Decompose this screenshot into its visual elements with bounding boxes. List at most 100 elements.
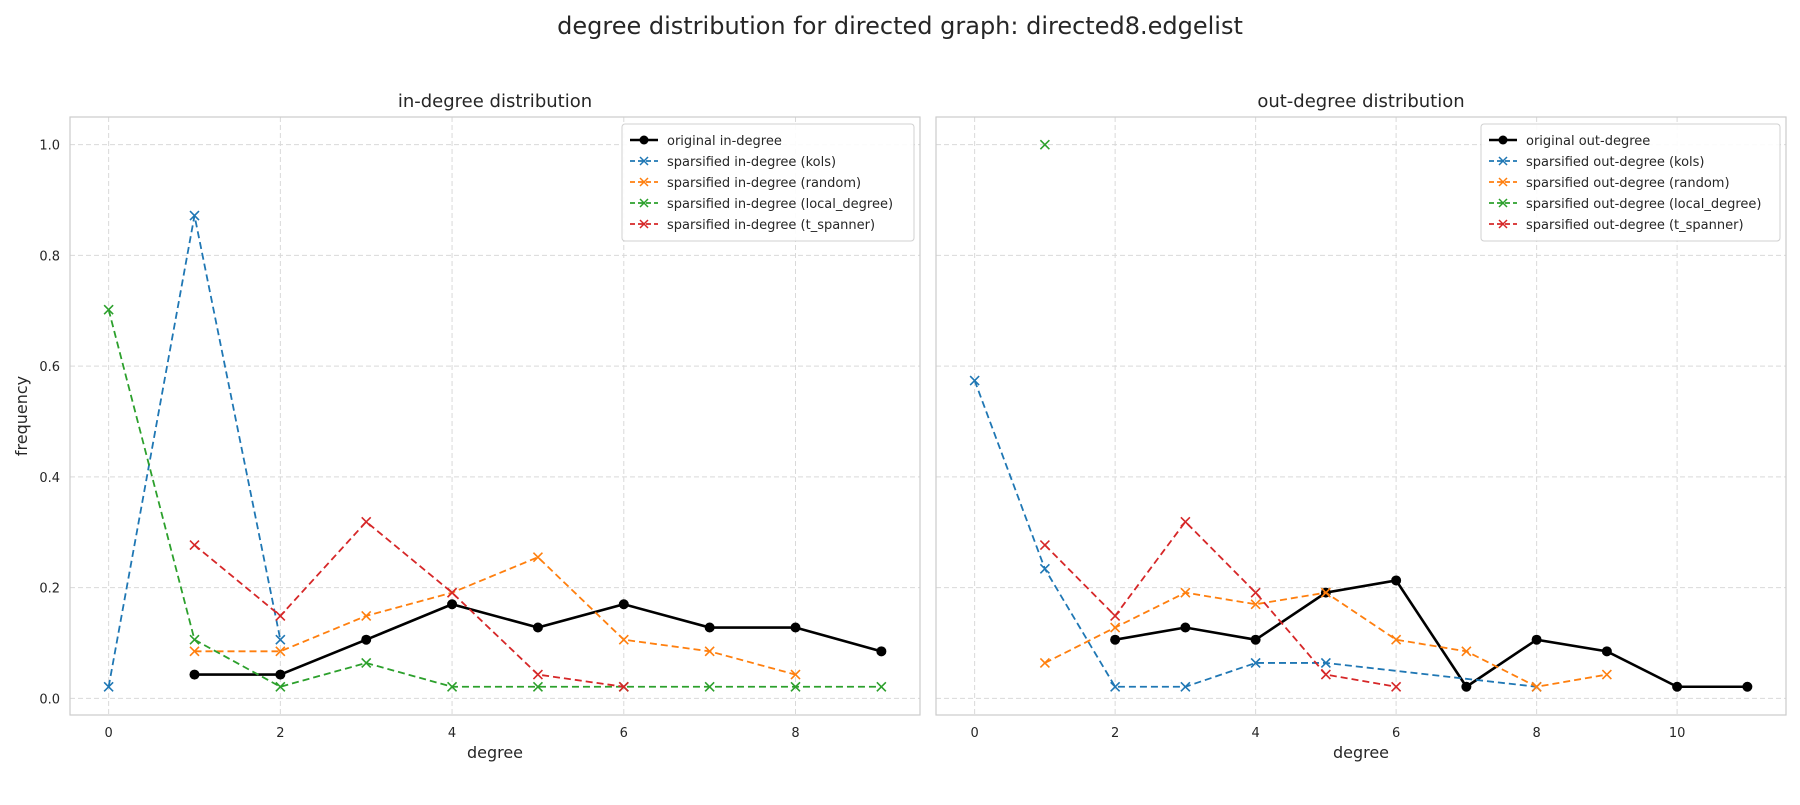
x-axis-label: degree <box>1333 743 1389 762</box>
legend-box <box>621 123 915 242</box>
series-line <box>1044 520 1397 688</box>
data-point <box>1039 563 1050 574</box>
legend-marker <box>1498 135 1508 145</box>
series-1 <box>103 210 286 692</box>
data-point <box>1391 681 1402 692</box>
data-point <box>1110 622 1121 633</box>
data-point <box>1180 587 1191 598</box>
data-point <box>1531 681 1542 692</box>
legend-label: sparsified in-degree (t_spanner) <box>667 218 875 233</box>
series-2 <box>1039 587 1612 692</box>
data-point <box>1320 669 1331 680</box>
data-point <box>1601 646 1612 657</box>
data-point <box>361 610 372 621</box>
data-point <box>532 669 543 680</box>
legend-box <box>1480 123 1781 242</box>
data-point <box>1672 681 1683 692</box>
series-line <box>194 602 882 676</box>
y-tick-label: 0.0 <box>39 692 60 707</box>
data-point <box>189 646 200 657</box>
plot-frame <box>69 116 921 716</box>
data-point <box>1742 681 1753 692</box>
data-point <box>1391 575 1402 586</box>
data-point <box>1601 669 1612 680</box>
y-tick-label: 0.6 <box>39 360 60 375</box>
data-point <box>1250 657 1261 669</box>
y-tick-label: 0.2 <box>39 582 60 597</box>
data-point <box>275 634 286 645</box>
data-point <box>969 375 980 386</box>
data-point <box>1110 610 1121 621</box>
data-point <box>103 681 114 692</box>
data-point <box>1320 587 1331 598</box>
series-line <box>1114 579 1748 689</box>
data-point <box>189 669 200 680</box>
legend-label: original in-degree <box>667 134 782 149</box>
chart-panel-in-degree: 0 2 4 6 8 0.0 0.2 0.4 0.6 0.8 1.0 in-degree distrib… <box>12 91 921 762</box>
series-line <box>107 215 282 687</box>
legend-marker <box>639 135 649 145</box>
data-point <box>189 210 200 221</box>
data-point <box>361 634 372 645</box>
data-point <box>704 622 715 633</box>
series-0 <box>189 599 887 680</box>
data-point <box>1250 599 1261 610</box>
data-point <box>618 681 629 692</box>
x-tick-label: 0 <box>104 726 112 741</box>
data-point <box>532 552 543 563</box>
data-point <box>189 634 200 645</box>
legend-marker <box>639 198 649 208</box>
data-point <box>532 622 543 633</box>
data-point <box>790 669 801 680</box>
data-point <box>103 304 114 315</box>
data-point <box>1391 634 1402 645</box>
data-point <box>1461 646 1472 657</box>
chart-panel-out-degree: 0 2 4 6 8 10 out-degree distribution degree orig… <box>935 91 1787 762</box>
data-point <box>1039 539 1050 551</box>
legend-marker <box>639 156 649 166</box>
legend: original out-degree sparsified out-degree… <box>1480 123 1781 242</box>
x-tick-label: 10 <box>1669 726 1686 741</box>
y-axis-label: frequency <box>12 376 31 456</box>
data-point <box>1320 657 1331 669</box>
x-tick-label: 4 <box>1251 726 1259 741</box>
series-line <box>194 556 796 676</box>
x-tick-label: 0 <box>970 726 978 741</box>
axes-title: in-degree distribution <box>398 91 592 112</box>
data-point <box>1039 139 1050 150</box>
data-point <box>1110 681 1121 692</box>
series-0 <box>1110 575 1753 692</box>
x-tick-label: 2 <box>276 726 284 741</box>
series-line <box>107 309 882 688</box>
data-point <box>1039 657 1050 669</box>
legend-label: original out-degree <box>1526 134 1650 149</box>
legend-label: sparsified in-degree (random) <box>667 176 861 191</box>
x-tick-label: 4 <box>448 726 456 741</box>
plot-frame <box>935 116 1787 716</box>
data-point <box>618 634 629 645</box>
figure-title: degree distribution for directed graph: … <box>557 12 1243 40</box>
legend-marker <box>1498 219 1508 229</box>
data-point <box>790 622 801 633</box>
x-tick-label: 6 <box>620 726 628 741</box>
data-point <box>275 681 286 692</box>
series-line <box>193 520 624 688</box>
data-point <box>704 681 715 692</box>
legend-label: sparsified in-degree (local_degree) <box>667 197 893 212</box>
legend: original in-degree sparsified in-degree (… <box>621 123 915 242</box>
legend-marker <box>1498 177 1508 187</box>
data-point <box>1180 516 1191 527</box>
series-4 <box>1039 516 1402 692</box>
data-point <box>447 681 458 692</box>
data-point <box>1461 681 1472 692</box>
series-4 <box>189 516 629 692</box>
legend-marker <box>639 177 649 187</box>
x-tick-label: 8 <box>1532 726 1540 741</box>
axes-title: out-degree distribution <box>1257 91 1464 112</box>
legend-marker <box>1498 156 1508 166</box>
legend-label: sparsified out-degree (t_spanner) <box>1526 218 1744 233</box>
x-tick-label: 8 <box>791 726 799 741</box>
series-3 <box>1039 139 1050 150</box>
data-point <box>1180 622 1191 633</box>
